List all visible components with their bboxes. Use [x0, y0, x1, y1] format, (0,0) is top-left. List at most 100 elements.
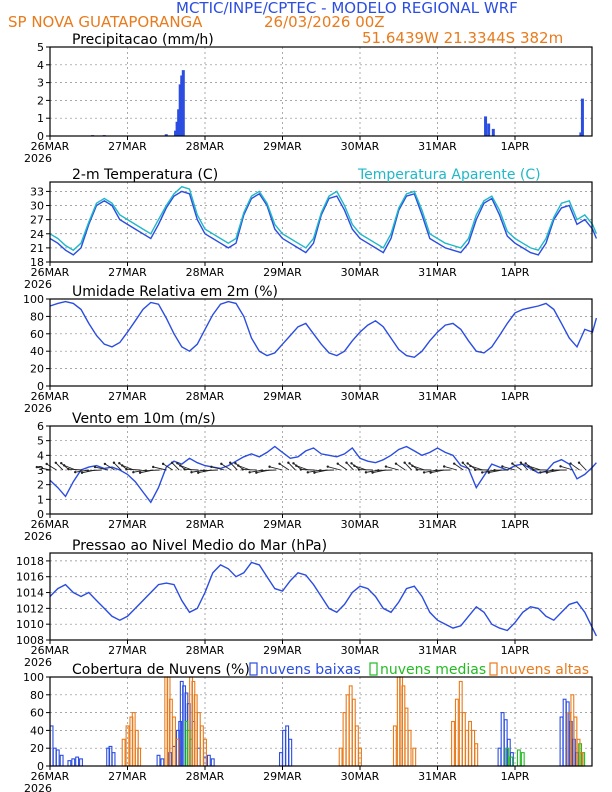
cloud-bar-nuvens-altas [461, 712, 466, 767]
wind-arrow-head [336, 462, 339, 465]
wind-arrow-head [120, 464, 124, 467]
x-tick-label: 28MAR [186, 518, 225, 531]
wind-arrow [229, 462, 238, 471]
y-tick-label: 100 [23, 671, 44, 684]
legend-label-nuvens-altas: nuvens altas [500, 662, 589, 678]
wind-arrow [412, 465, 425, 471]
y-tick-label: 0 [37, 380, 44, 393]
wind-arrow-head [487, 471, 490, 474]
wind-arrow [203, 469, 218, 472]
precip-bar [180, 75, 184, 136]
y-tick-label: 0 [37, 508, 44, 521]
wind-arrow-head [138, 471, 142, 474]
wind-arrow-head [442, 465, 446, 468]
wind-arrow-head [429, 471, 432, 474]
y-tick-label: 1016 [16, 571, 44, 584]
wind-arrow-head [357, 468, 361, 471]
wind-arrow-head [170, 461, 174, 464]
plot-frame [49, 181, 593, 263]
wind-arrow-head [313, 471, 316, 474]
wind-arrow-head [255, 471, 258, 474]
cloud-bar-nuvens-altas [458, 680, 463, 767]
wind-arrow [75, 469, 89, 473]
wind-arrow [385, 466, 399, 471]
cloud-bar-nuvens-altas [345, 694, 350, 767]
y-tick-label: 60 [30, 707, 44, 720]
x-tick-label: 29MAR [263, 266, 302, 279]
wind-arrow [444, 466, 457, 471]
cloud-bar-nuvens-baixas [160, 758, 165, 767]
wind-arrow [404, 462, 412, 471]
wind-arrow-head [132, 471, 135, 474]
x-tick-label: 27MAR [108, 140, 147, 153]
year-label: 2026 [24, 152, 52, 165]
precip-bar [580, 98, 584, 136]
y-tick-label: 0 [37, 130, 44, 143]
x-tick-label: 31MAR [418, 518, 457, 531]
wind-arrow [153, 466, 167, 471]
wind-arrow [55, 462, 64, 471]
x-tick-label: 28MAR [186, 770, 225, 783]
x-tick-label: 30MAR [341, 770, 380, 783]
wind-line-main [49, 445, 597, 504]
wind-arrow [145, 469, 160, 472]
wind-arrow [242, 468, 257, 471]
wind-arrow-head [74, 470, 77, 474]
wind-arrow-head [86, 469, 89, 472]
cloud-bar-nuvens-altas [404, 707, 409, 767]
wind-arrow-head [190, 471, 193, 474]
legend-label-nuvens-baixas: nuvens baixas [260, 662, 361, 678]
wind-arrow [171, 462, 180, 471]
wind-arrow-head [295, 464, 298, 467]
x-tick-label: 29MAR [263, 518, 302, 531]
wind-arrow [462, 462, 471, 471]
wind-arrow-head [54, 461, 57, 464]
wind-arrow-head [377, 469, 380, 472]
wind-arrow [113, 462, 122, 471]
cloud-bar-nuvens-altas [454, 698, 459, 767]
cloud-bar-nuvens-altas [354, 725, 359, 767]
wind-arrow [133, 469, 147, 473]
wind-arrow [470, 465, 483, 471]
y-tick-label: 20 [30, 363, 44, 376]
run-date: 26/03/2026 00Z [264, 13, 385, 31]
wind-arrow [337, 463, 348, 471]
cloud-bar-nuvens-altas [175, 738, 180, 767]
cloud-bar-nuvens-altas [121, 738, 126, 767]
cloud-bar-nuvens-medias [516, 749, 521, 767]
cloud-bar-nuvens-altas [196, 712, 201, 767]
wind-arrow-head [287, 461, 290, 464]
wind-arrow-head [35, 465, 39, 469]
plot-frame [49, 676, 593, 767]
y-tick-label: 60 [30, 328, 44, 341]
wind-arrow [288, 462, 296, 471]
wind-arrow [87, 469, 102, 472]
y-tick-label: 1010 [16, 618, 44, 631]
wind-arrow-head [183, 468, 186, 471]
panel-title: 2-m Temperatura (C) [72, 167, 218, 183]
wind-arrow-head [202, 469, 206, 472]
wind-arrow-head [371, 471, 374, 474]
x-tick-label: 31MAR [418, 266, 457, 279]
x-tick-label: 31MAR [418, 140, 457, 153]
wind-arrow [512, 463, 522, 471]
temp-line-main [49, 190, 598, 256]
x-tick-label: 1APR [501, 644, 530, 657]
legend-swatch-nuvens-baixas [249, 662, 258, 676]
wind-arrow-head [103, 462, 107, 466]
cloud-bar-nuvens-medias [520, 752, 525, 767]
panel-title: Vento em 10m (m/s) [72, 411, 216, 427]
wind-arrow-head [60, 461, 63, 465]
wind-arrow-head [545, 471, 549, 474]
wind-arrow [191, 469, 206, 473]
y-tick-label: 40 [30, 345, 44, 358]
x-tick-label: 28MAR [186, 644, 225, 657]
x-tick-label: 31MAR [418, 390, 457, 403]
wind-arrow [46, 463, 57, 471]
wind-arrow-head [384, 465, 388, 468]
precip-bar [178, 84, 182, 136]
wind-arrow-head [152, 465, 155, 469]
wind-arrow-head [80, 471, 84, 474]
cloud-bar-nuvens-baixas [206, 754, 211, 767]
wind-arrow-head [45, 462, 48, 466]
